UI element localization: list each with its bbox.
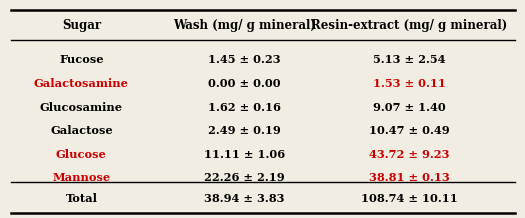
Text: 1.53 ± 0.11: 1.53 ± 0.11 [373, 78, 446, 89]
Text: 5.13 ± 2.54: 5.13 ± 2.54 [373, 54, 446, 65]
Text: 38.94 ± 3.83: 38.94 ± 3.83 [204, 193, 285, 204]
Text: Sugar: Sugar [62, 19, 101, 32]
Text: Galactosamine: Galactosamine [34, 78, 129, 89]
Text: Resin-extract (mg/ g mineral): Resin-extract (mg/ g mineral) [311, 19, 508, 32]
Text: 11.11 ± 1.06: 11.11 ± 1.06 [204, 149, 285, 160]
Text: 1.45 ± 0.23: 1.45 ± 0.23 [208, 54, 280, 65]
Text: 9.07 ± 1.40: 9.07 ± 1.40 [373, 102, 446, 112]
Text: Glucose: Glucose [56, 149, 107, 160]
Text: 10.47 ± 0.49: 10.47 ± 0.49 [369, 125, 450, 136]
Text: Fucose: Fucose [59, 54, 103, 65]
Text: Mannose: Mannose [52, 172, 110, 183]
Text: 1.62 ± 0.16: 1.62 ± 0.16 [208, 102, 280, 112]
Text: 108.74 ± 10.11: 108.74 ± 10.11 [361, 193, 458, 204]
Text: 2.49 ± 0.19: 2.49 ± 0.19 [208, 125, 280, 136]
Text: Galactose: Galactose [50, 125, 113, 136]
Text: 43.72 ± 9.23: 43.72 ± 9.23 [369, 149, 450, 160]
Text: Wash (mg/ g mineral): Wash (mg/ g mineral) [173, 19, 316, 32]
Text: 38.81 ± 0.13: 38.81 ± 0.13 [369, 172, 450, 183]
Text: Total: Total [66, 193, 97, 204]
Text: 0.00 ± 0.00: 0.00 ± 0.00 [208, 78, 280, 89]
Text: 22.26 ± 2.19: 22.26 ± 2.19 [204, 172, 285, 183]
Text: Glucosamine: Glucosamine [40, 102, 123, 112]
